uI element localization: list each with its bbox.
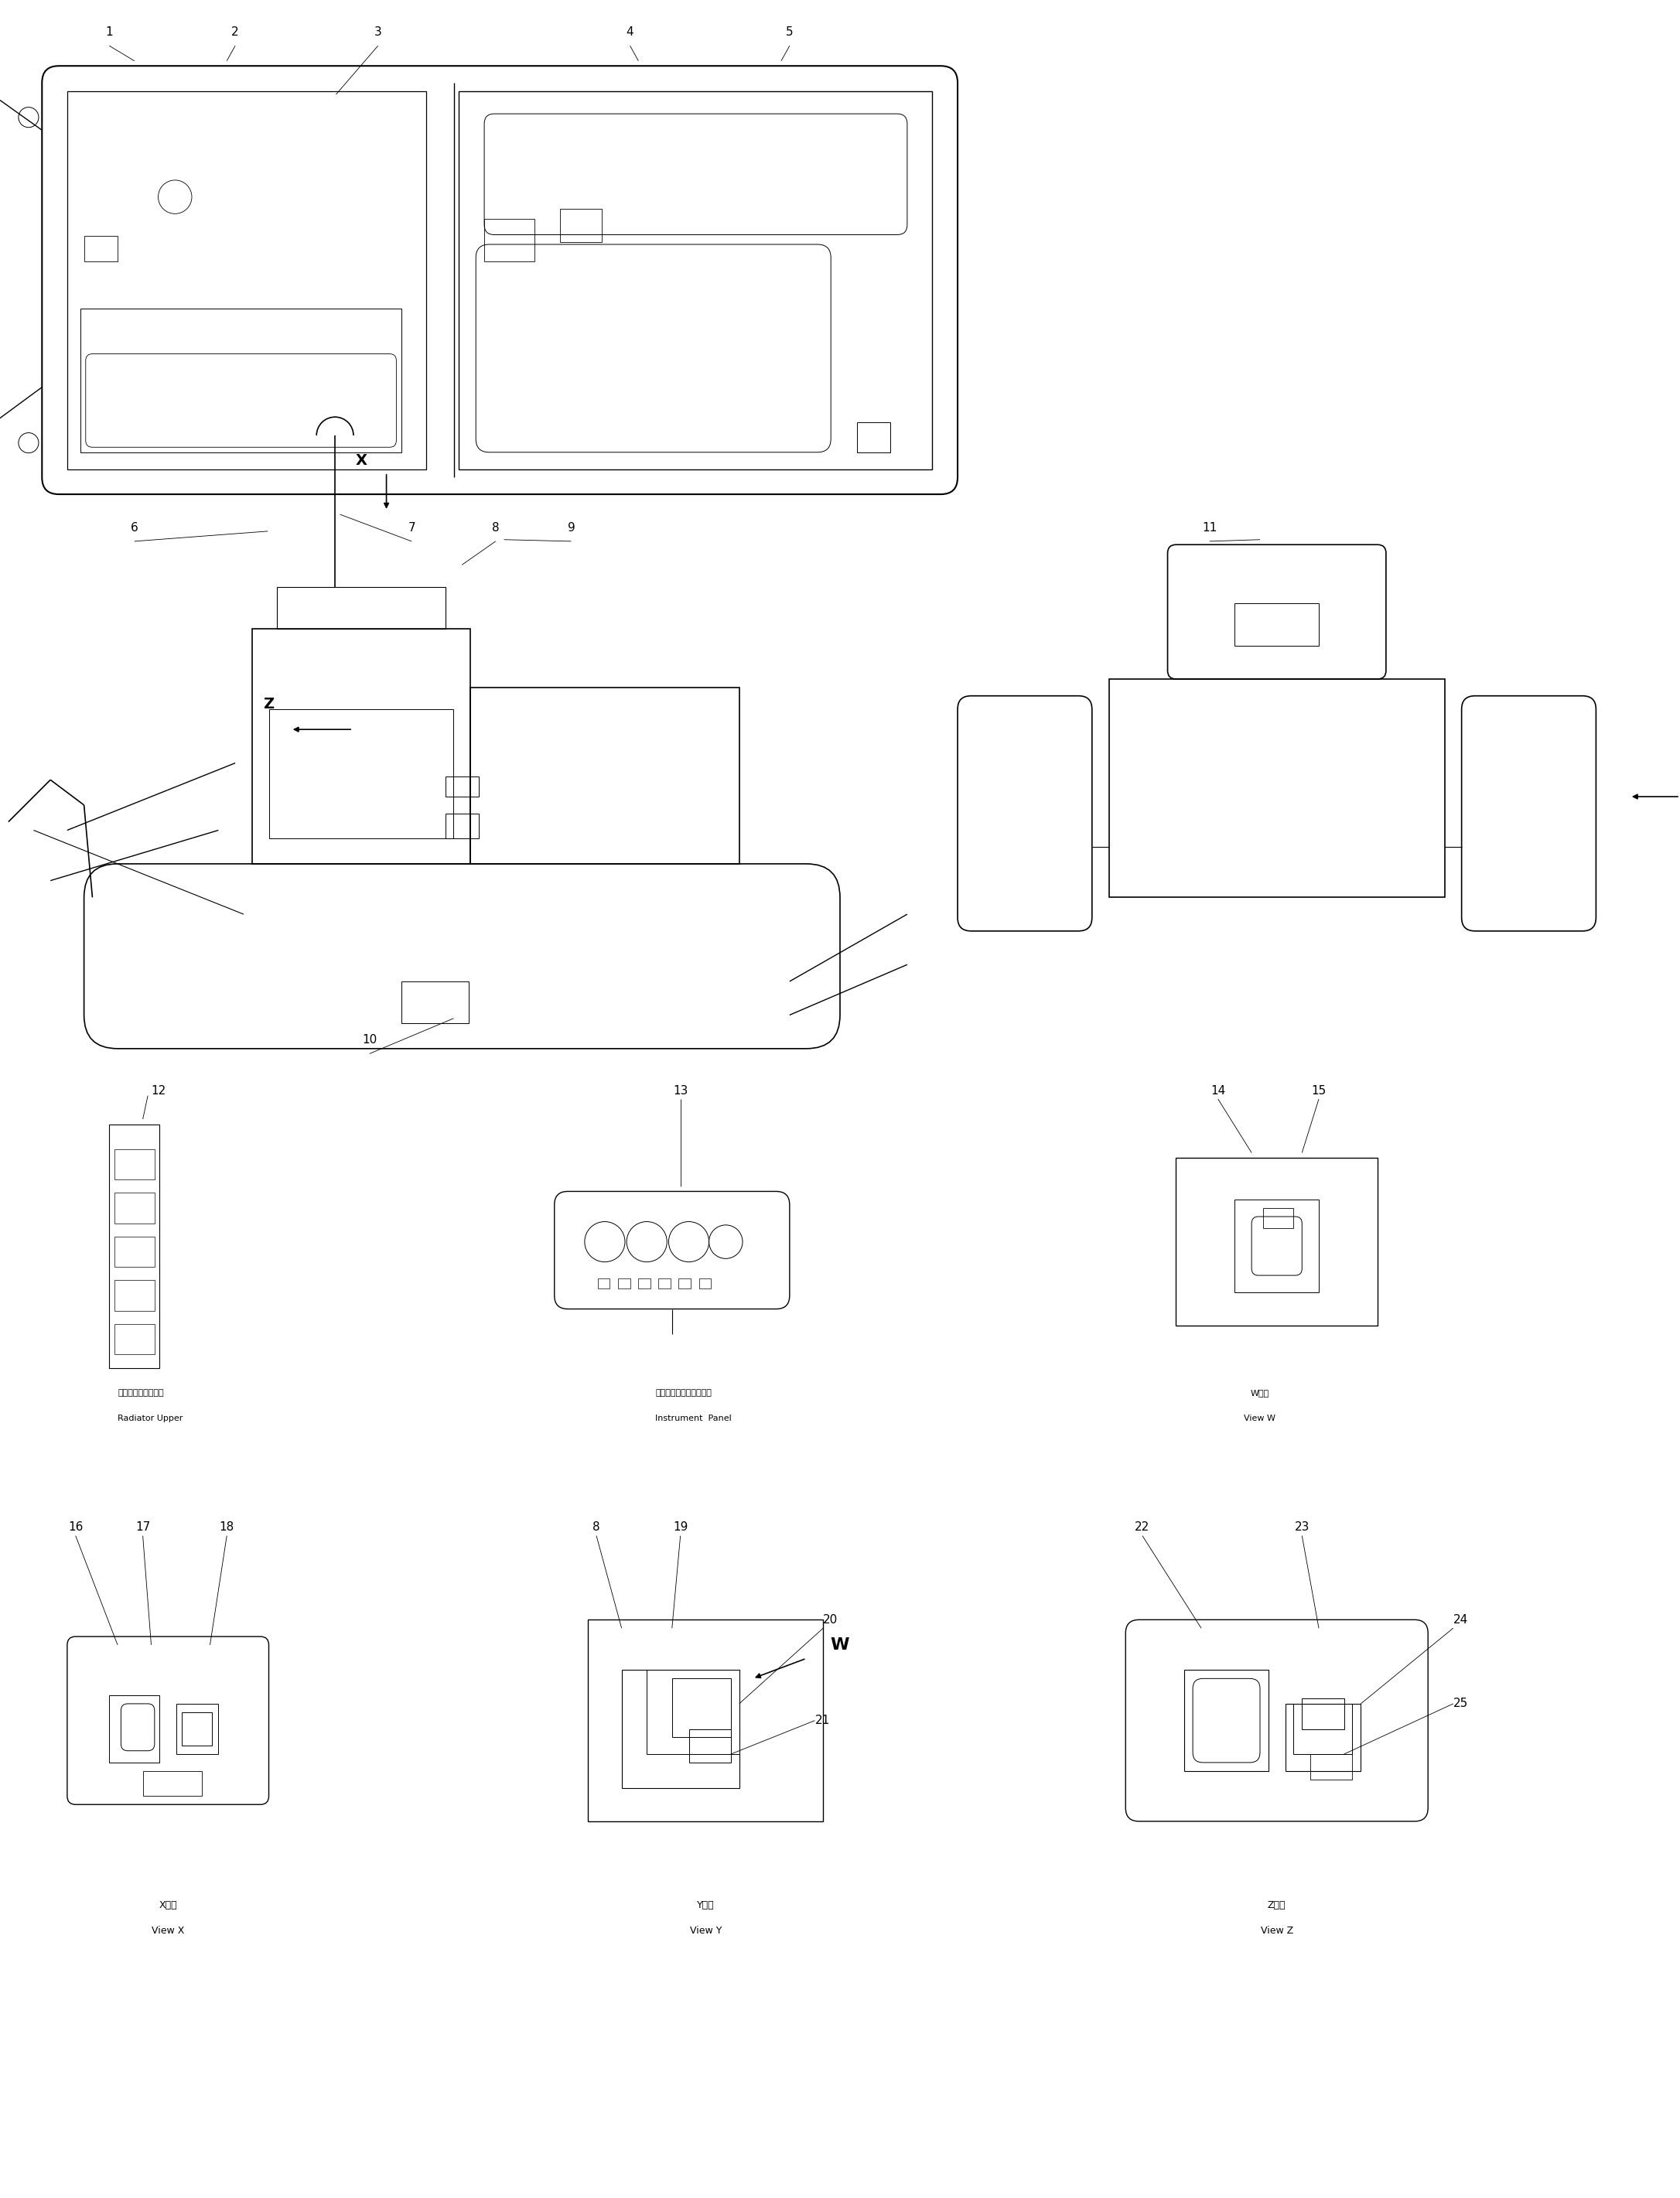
Bar xyxy=(114,1150,155,1180)
Bar xyxy=(1235,604,1319,646)
Bar xyxy=(81,308,402,453)
Bar xyxy=(1285,1703,1361,1772)
Bar xyxy=(1109,679,1445,897)
Text: W　視: W 視 xyxy=(1250,1389,1270,1398)
Bar xyxy=(699,1279,711,1288)
Bar xyxy=(857,422,890,453)
FancyArrowPatch shape xyxy=(756,1659,805,1677)
Text: Radiator Upper: Radiator Upper xyxy=(118,1413,183,1422)
Text: 23: 23 xyxy=(1295,1521,1309,1534)
Text: 10: 10 xyxy=(363,1035,376,1046)
Text: 2: 2 xyxy=(232,26,239,37)
Text: 25: 25 xyxy=(1453,1697,1468,1710)
Text: Z　視: Z 視 xyxy=(1268,1901,1285,1910)
Text: X　視: X 視 xyxy=(160,1901,176,1910)
Text: Y　視: Y 視 xyxy=(697,1901,714,1910)
Text: 20: 20 xyxy=(823,1613,838,1627)
Bar xyxy=(588,1620,823,1822)
Text: Z: Z xyxy=(264,697,274,712)
Bar xyxy=(1176,1158,1378,1325)
Bar xyxy=(181,1712,212,1745)
Bar xyxy=(470,688,739,864)
Text: 24: 24 xyxy=(1453,1613,1468,1627)
Bar xyxy=(114,1323,155,1354)
Text: 8: 8 xyxy=(593,1521,600,1534)
Bar xyxy=(622,1670,739,1787)
Text: 14: 14 xyxy=(1211,1086,1225,1097)
Bar xyxy=(277,587,445,629)
Bar xyxy=(618,1279,630,1288)
Bar xyxy=(109,1695,160,1763)
Bar xyxy=(679,1279,690,1288)
Bar xyxy=(559,209,601,242)
Text: 3: 3 xyxy=(375,26,381,37)
Text: Instrument  Panel: Instrument Panel xyxy=(655,1413,731,1422)
Text: 1: 1 xyxy=(106,26,113,37)
Bar xyxy=(109,1123,160,1367)
Text: 5: 5 xyxy=(786,26,793,37)
Text: 9: 9 xyxy=(568,523,575,534)
Bar xyxy=(143,1772,202,1796)
Text: 11: 11 xyxy=(1203,523,1216,534)
Bar xyxy=(114,1279,155,1310)
Text: 7: 7 xyxy=(408,523,415,534)
Bar xyxy=(1310,1754,1352,1780)
Bar xyxy=(445,813,479,840)
Bar xyxy=(84,235,118,262)
Text: 6: 6 xyxy=(131,523,138,534)
FancyArrowPatch shape xyxy=(294,728,351,732)
Bar xyxy=(638,1279,650,1288)
Bar xyxy=(1302,1699,1344,1730)
Text: 21: 21 xyxy=(815,1714,830,1725)
Bar xyxy=(252,629,470,864)
Bar xyxy=(647,1670,739,1754)
Text: 4: 4 xyxy=(627,26,633,37)
Text: 12: 12 xyxy=(151,1086,166,1097)
Text: 22: 22 xyxy=(1136,1521,1149,1534)
Bar xyxy=(689,1730,731,1763)
Bar xyxy=(269,710,454,840)
Text: ラジエータアッパー: ラジエータアッパー xyxy=(118,1389,163,1398)
Text: X: X xyxy=(356,453,366,468)
Text: 18: 18 xyxy=(220,1521,234,1534)
Bar xyxy=(1263,1209,1294,1229)
Bar xyxy=(445,776,479,796)
Bar xyxy=(1184,1670,1268,1772)
Text: 16: 16 xyxy=(69,1521,82,1534)
Bar xyxy=(67,90,427,468)
Text: View Z: View Z xyxy=(1260,1925,1294,1936)
Bar xyxy=(459,90,932,468)
Bar xyxy=(402,983,469,1024)
Text: インスツルメントパネル: インスツルメントパネル xyxy=(655,1389,712,1398)
Bar xyxy=(598,1279,610,1288)
Bar xyxy=(176,1703,218,1754)
Text: 15: 15 xyxy=(1312,1086,1326,1097)
Text: 13: 13 xyxy=(674,1086,687,1097)
Bar xyxy=(114,1194,155,1224)
Text: View Y: View Y xyxy=(689,1925,722,1936)
Bar xyxy=(1294,1703,1352,1754)
Bar xyxy=(1235,1200,1319,1292)
FancyArrowPatch shape xyxy=(1633,793,1678,798)
Text: 17: 17 xyxy=(136,1521,150,1534)
Bar xyxy=(672,1679,731,1736)
Text: View X: View X xyxy=(151,1925,185,1936)
Bar xyxy=(114,1237,155,1266)
Text: W: W xyxy=(830,1638,850,1653)
Bar xyxy=(659,1279,670,1288)
Text: View W: View W xyxy=(1245,1413,1275,1422)
FancyArrowPatch shape xyxy=(385,475,388,508)
Text: 8: 8 xyxy=(492,523,499,534)
Text: 19: 19 xyxy=(674,1521,687,1534)
Bar xyxy=(484,220,534,262)
